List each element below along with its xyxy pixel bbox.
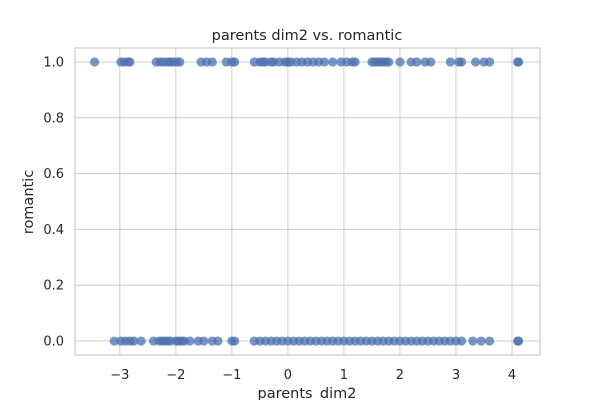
data-point [185, 336, 195, 346]
data-point [319, 57, 329, 67]
data-point [468, 336, 478, 346]
data-point [328, 57, 338, 67]
data-point [514, 336, 524, 346]
y-tick-labels: 0.0 0.2 0.4 0.6 0.8 1.0 [43, 55, 64, 349]
y-tick-label: 0.4 [43, 223, 64, 238]
x-tick-label: −2 [166, 368, 185, 383]
data-point [470, 57, 481, 67]
data-point [109, 336, 119, 346]
y-tick-label: 0.0 [43, 335, 64, 350]
data-point [350, 57, 360, 67]
data-point [476, 336, 486, 346]
chart-title: parents dim2 vs. romantic [212, 28, 403, 44]
x-tick-label: 1 [340, 368, 348, 383]
data-point [136, 336, 146, 346]
data-point [484, 57, 495, 67]
plot-frame [74, 47, 541, 356]
data-points [90, 57, 524, 346]
x-tick-label: 0 [284, 368, 292, 383]
data-point [175, 57, 185, 67]
y-axis-label: romantic [21, 170, 37, 234]
data-point [230, 336, 240, 346]
x-tick-labels: −3 −2 −1 0 1 2 3 4 [110, 368, 516, 383]
x-tick-label: −1 [222, 368, 241, 383]
data-point [230, 57, 240, 67]
y-tick-label: 1.0 [43, 55, 64, 70]
data-point [445, 57, 455, 67]
data-point [412, 57, 422, 67]
x-tick-label: 4 [508, 368, 516, 383]
data-point [426, 57, 436, 67]
data-point [207, 57, 217, 67]
data-point [90, 57, 100, 67]
data-point [384, 57, 394, 67]
x-axis-label: parents_dim2 [258, 386, 357, 400]
y-tick-label: 0.2 [43, 279, 64, 294]
y-tick-label: 0.6 [43, 167, 64, 182]
data-point [125, 57, 135, 67]
data-point [484, 336, 495, 346]
data-point [456, 336, 467, 346]
y-tick-label: 0.8 [43, 111, 64, 126]
x-tick-label: 3 [452, 368, 460, 383]
data-point [129, 336, 139, 346]
grid-lines [75, 48, 540, 355]
x-tick-label: 2 [396, 368, 404, 383]
data-point [514, 57, 524, 67]
data-point [456, 57, 467, 67]
x-tick-label: −3 [110, 368, 129, 383]
data-point [213, 336, 223, 346]
data-point [395, 57, 405, 67]
data-point [199, 336, 209, 346]
